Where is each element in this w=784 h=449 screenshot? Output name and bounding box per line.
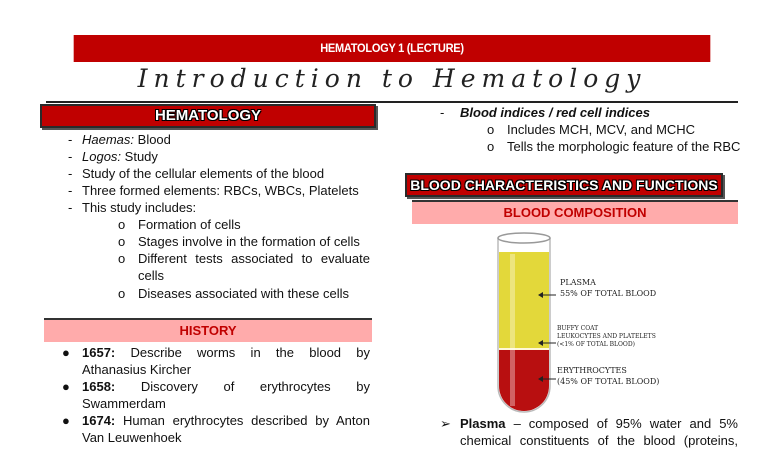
- erythrocyte-layer: [499, 350, 549, 411]
- sub-item: Diseases associated with these cells: [138, 286, 349, 301]
- sub-item: Different tests associated to evaluate: [138, 251, 370, 266]
- sub-item-continued: cells: [138, 268, 165, 283]
- plasma-percent: 55% OF TOTAL BLOOD: [560, 289, 657, 298]
- sub-item: Stages involve in the formation of cells: [138, 234, 360, 249]
- list-item: This study includes:: [82, 200, 197, 215]
- tube-highlight: [510, 254, 515, 406]
- test-tube-figure: [497, 232, 551, 413]
- hematology-heading: HEMATOLOGY: [40, 104, 376, 128]
- title-divider: [46, 101, 738, 103]
- list-item: Three formed elements: RBCs, WBCs, Plate…: [82, 183, 359, 198]
- plasma-layer: [499, 252, 549, 348]
- history-item-continued: Van Leuwenhoek: [82, 430, 182, 445]
- history-item: 1658: Discovery of erythrocytes by: [82, 379, 370, 394]
- list-item: Haemas: Blood: [82, 132, 171, 147]
- history-item-continued: Athanasius Kircher: [82, 362, 192, 377]
- buffy-coat-label: BUFFY COAT: [557, 325, 599, 332]
- history-heading: HISTORY: [44, 318, 372, 342]
- sub-item: Formation of cells: [138, 217, 241, 232]
- buffy-coat-layer: [499, 348, 549, 350]
- history-item: 1674: Human erythrocytes described by An…: [82, 413, 370, 428]
- course-header-bar: HEMATOLOGY 1 (LECTURE): [73, 35, 711, 62]
- list-item: Logos: Study: [82, 149, 158, 164]
- blood-characteristics-heading: BLOOD CHARACTERISTICS AND FUNCTIONS: [405, 173, 723, 197]
- sub-item: Tells the morphologic feature of the RBC: [507, 139, 741, 154]
- history-item: 1657: Describe worms in the blood by: [82, 345, 370, 360]
- plasma-label: PLASMA: [560, 278, 596, 287]
- blood-composition-heading: BLOOD COMPOSITION: [412, 200, 738, 224]
- erythrocytes-percent: (45% OF TOTAL BLOOD): [557, 377, 660, 386]
- history-item-continued: Swammerdam: [82, 396, 166, 411]
- list-item: Study of the cellular elements of the bl…: [82, 166, 325, 181]
- erythrocytes-label: ERYTHROCYTES: [557, 366, 627, 375]
- figure-arrows: [538, 292, 556, 382]
- sub-item: Includes MCH, MCV, and MCHC: [507, 122, 696, 137]
- blood-indices-item: Blood indices / red cell indices: [460, 105, 650, 120]
- buffy-coat-percent: (<1% OF TOTAL BLOOD): [557, 341, 635, 348]
- plasma-item: Plasma – composed of 95% water and 5%: [460, 416, 738, 431]
- tube-rim: [497, 232, 551, 244]
- document-title: Introduction to Hematology: [137, 64, 647, 93]
- buffy-coat-desc: LEUKOCYTES AND PLATELETS: [557, 333, 656, 340]
- arrow-bullet-icon: ➢: [440, 416, 451, 431]
